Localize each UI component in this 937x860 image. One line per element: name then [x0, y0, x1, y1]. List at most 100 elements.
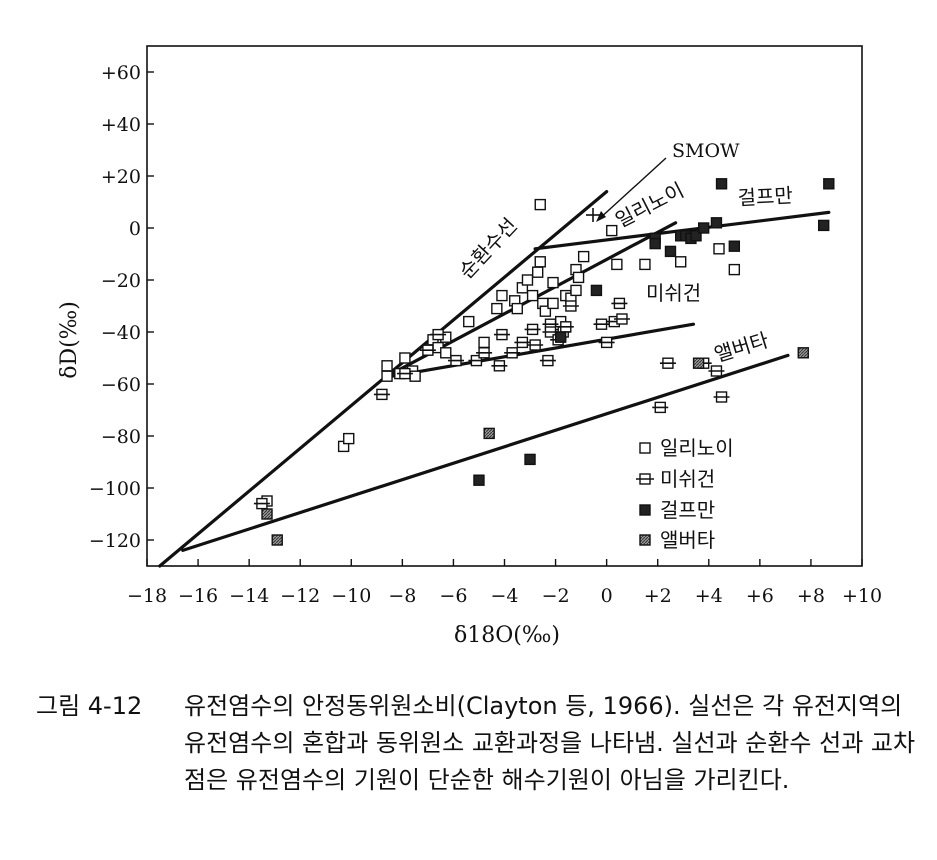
- data-point: [557, 321, 574, 333]
- data-point: [483, 427, 495, 440]
- data-point: [491, 360, 508, 372]
- data-point: [491, 302, 503, 315]
- data-point: [823, 178, 835, 190]
- data-point: [713, 243, 725, 255]
- legend-item-illinois: 일리노이: [639, 436, 734, 460]
- x-tick-label: +10: [842, 585, 882, 607]
- data-point: [253, 497, 270, 510]
- data-point: [590, 284, 603, 297]
- figure-caption: 그림 4-12 유전염수의 안정동위원소비(Clayton 등, 1966). …: [36, 688, 916, 799]
- legend-label-michigan: 미쉬건: [660, 467, 715, 491]
- data-point: [572, 271, 585, 284]
- smow-arrow: [597, 157, 667, 221]
- data-point: [473, 474, 485, 486]
- caption-label: 그림 4-12: [36, 692, 143, 720]
- data-point: [396, 367, 413, 380]
- data-point: [504, 347, 521, 359]
- legend-item-michigan: 미쉬건: [636, 467, 715, 491]
- x-tick-label: −12: [280, 585, 320, 607]
- michigan-line-label: 미쉬건: [646, 281, 701, 305]
- data-points: [253, 178, 835, 546]
- data-point: [534, 198, 546, 211]
- data-point: [697, 222, 710, 234]
- data-point: [476, 347, 493, 359]
- data-point: [493, 328, 510, 341]
- y-tick-label: −20: [101, 270, 141, 292]
- x-tick-label: +4: [695, 585, 723, 607]
- y-axis-ticks: −120 −100 −80 −60 −40 −20 0 +20 +40 +60: [89, 62, 154, 552]
- data-point: [524, 323, 541, 336]
- data-point: [463, 315, 475, 328]
- smow-point: [586, 208, 600, 222]
- data-point: [381, 370, 393, 382]
- data-point: [430, 328, 447, 341]
- data-point: [261, 508, 273, 520]
- trend-line: [390, 322, 696, 378]
- data-point: [639, 258, 651, 271]
- illinois-line-label: 일리노이: [611, 178, 687, 233]
- data-point: [399, 352, 411, 364]
- data-point: [728, 240, 741, 252]
- x-tick-label: +8: [797, 585, 825, 607]
- y-axis-label: δD(‰): [57, 301, 82, 379]
- data-point: [343, 432, 355, 445]
- data-point: [524, 453, 536, 466]
- y-tick-label: +20: [101, 166, 141, 188]
- data-point: [690, 230, 702, 242]
- legend-item-alberta: 앨버타: [639, 528, 715, 552]
- y-tick-label: −40: [101, 322, 141, 344]
- x-tick-label: −8: [388, 585, 416, 607]
- data-point: [539, 305, 552, 317]
- data-point: [598, 336, 615, 349]
- data-point: [613, 313, 630, 325]
- legend-label-gulf: 걸프만: [660, 498, 715, 522]
- data-point: [447, 354, 464, 367]
- y-tick-label: +40: [101, 114, 141, 136]
- x-axis-label: δ18O(‰): [454, 623, 560, 648]
- data-point: [496, 289, 508, 302]
- data-point: [526, 289, 539, 302]
- data-point: [606, 224, 618, 237]
- x-tick-label: −14: [229, 585, 269, 607]
- chart: −18 −16 −14 −12 −10 −8 −6 −4 −2 0 +2 +4 +6 +8 +10 −120…: [57, 45, 882, 648]
- y-tick-label: 0: [129, 218, 141, 240]
- data-point: [728, 263, 741, 276]
- y-tick-label: −120: [89, 530, 141, 552]
- legend-label-illinois: 일리노이: [660, 436, 734, 460]
- data-point: [674, 256, 687, 268]
- data-point: [271, 534, 283, 546]
- data-point: [514, 336, 531, 349]
- data-point: [547, 297, 559, 310]
- data-point: [511, 302, 523, 315]
- data-point: [440, 347, 452, 359]
- data-point: [713, 391, 730, 403]
- data-point: [539, 354, 556, 367]
- data-point: [468, 354, 485, 367]
- x-axis-ticks: −18 −16 −14 −12 −10 −8 −6 −4 −2 0 +2 +4 +6 +8 +10: [127, 559, 882, 607]
- smow-arrowhead: [596, 211, 606, 222]
- data-point: [373, 388, 390, 401]
- data-point: [381, 360, 393, 372]
- data-point: [534, 256, 546, 268]
- data-point: [715, 178, 728, 190]
- legend-label-alberta: 앨버타: [660, 528, 715, 552]
- data-point: [570, 284, 582, 297]
- x-tick-label: −10: [331, 585, 371, 607]
- data-point: [577, 250, 590, 263]
- x-tick-label: +6: [746, 585, 774, 607]
- data-point: [659, 357, 676, 369]
- gulf-line-label: 걸프만: [737, 183, 793, 210]
- data-point: [478, 336, 490, 349]
- data-point: [611, 297, 628, 310]
- y-tick-label: −60: [101, 374, 141, 396]
- data-point: [547, 276, 559, 289]
- x-tick-label: −18: [127, 585, 167, 607]
- data-point: [554, 331, 567, 343]
- x-tick-label: −2: [542, 585, 570, 607]
- data-point: [611, 258, 623, 271]
- data-point: [419, 344, 436, 356]
- legend-item-gulf: 걸프만: [639, 498, 715, 522]
- data-point: [593, 318, 610, 330]
- y-tick-label: +60: [101, 62, 141, 84]
- x-tick-label: +2: [644, 585, 672, 607]
